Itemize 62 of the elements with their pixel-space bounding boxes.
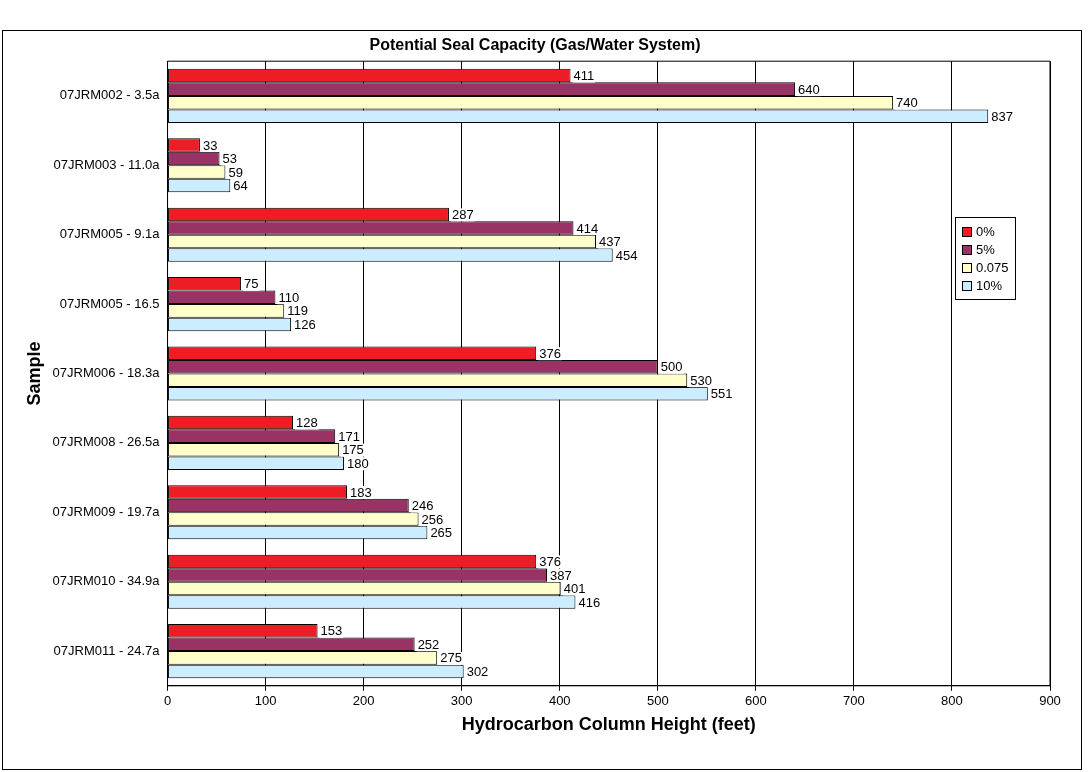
data-label: 64	[233, 178, 248, 194]
legend-label: 5%	[976, 242, 995, 258]
x-axis-title: Hydrocarbon Column Height (feet)	[461, 714, 756, 735]
data-label: 153	[320, 623, 343, 639]
data-label: 551	[710, 386, 733, 402]
legend-label: 0%	[976, 224, 995, 240]
data-label: 740	[896, 95, 918, 111]
x-tick-label: 500	[646, 693, 669, 709]
x-tick-label: 600	[745, 693, 767, 709]
data-label: 119	[287, 303, 308, 319]
data-label: 640	[798, 81, 820, 97]
data-label: 287	[451, 206, 474, 222]
data-label: 75	[244, 276, 259, 292]
data-label: 252	[417, 636, 440, 652]
y-tick-label: 07JRM003 - 11.0a	[53, 156, 161, 172]
chart-title: Potential Seal Capacity (Gas/Water System)	[369, 36, 701, 54]
y-tick-label: 07JRM009 - 19.7a	[52, 503, 161, 519]
data-label: 53	[222, 151, 237, 167]
data-label: 387	[550, 567, 572, 583]
y-tick-label: 07JRM006 - 18.3a	[52, 365, 161, 381]
data-label: 256	[421, 511, 444, 527]
data-label: 171	[338, 428, 360, 444]
data-label: 530	[690, 372, 712, 388]
data-label: 246	[411, 498, 434, 514]
x-tick-label: 400	[548, 693, 571, 709]
x-tick-label: 900	[1039, 693, 1061, 709]
data-label: 414	[576, 220, 599, 236]
data-label: 183	[349, 484, 372, 500]
x-tick-label: 700	[843, 693, 865, 709]
data-label: 411	[573, 68, 595, 84]
x-tick-label: 200	[352, 693, 375, 709]
data-label: 110	[278, 289, 300, 305]
data-label: 128	[296, 415, 318, 431]
x-tick-label: 0	[163, 693, 172, 709]
x-tick-label: 300	[450, 693, 473, 709]
data-label: 416	[578, 594, 601, 610]
y-axis-title: Sample	[23, 341, 44, 406]
x-tick-label: 100	[254, 693, 277, 709]
data-label: 376	[539, 345, 561, 361]
y-tick-label: 07JRM005 - 9.1a	[59, 226, 161, 242]
data-label: 454	[615, 247, 638, 263]
data-label: 180	[347, 455, 369, 471]
x-tick-label: 800	[941, 693, 963, 709]
data-label: 401	[563, 581, 586, 597]
legend-label: 0.075	[976, 260, 1009, 276]
y-tick-label: 07JRM008 - 26.5a	[52, 434, 161, 450]
y-tick-label: 07JRM010 - 34.9a	[52, 573, 161, 589]
data-label: 837	[991, 108, 1013, 124]
data-label: 59	[228, 164, 243, 180]
data-label: 265	[430, 525, 453, 541]
y-tick-label: 07JRM002 - 3.5a	[59, 87, 161, 103]
data-label: 126	[294, 316, 316, 332]
data-label: 175	[342, 442, 364, 458]
data-label: 376	[539, 553, 561, 569]
y-tick-label: 07JRM011 - 24.7a	[53, 642, 161, 658]
data-label: 437	[599, 234, 621, 250]
data-label: 500	[660, 359, 683, 375]
legend-label: 10%	[976, 278, 1003, 294]
data-label: 302	[466, 663, 489, 679]
data-label: 33	[202, 137, 218, 153]
y-tick-label: 07JRM005 - 16.5	[59, 295, 160, 311]
data-label: 275	[440, 650, 462, 666]
